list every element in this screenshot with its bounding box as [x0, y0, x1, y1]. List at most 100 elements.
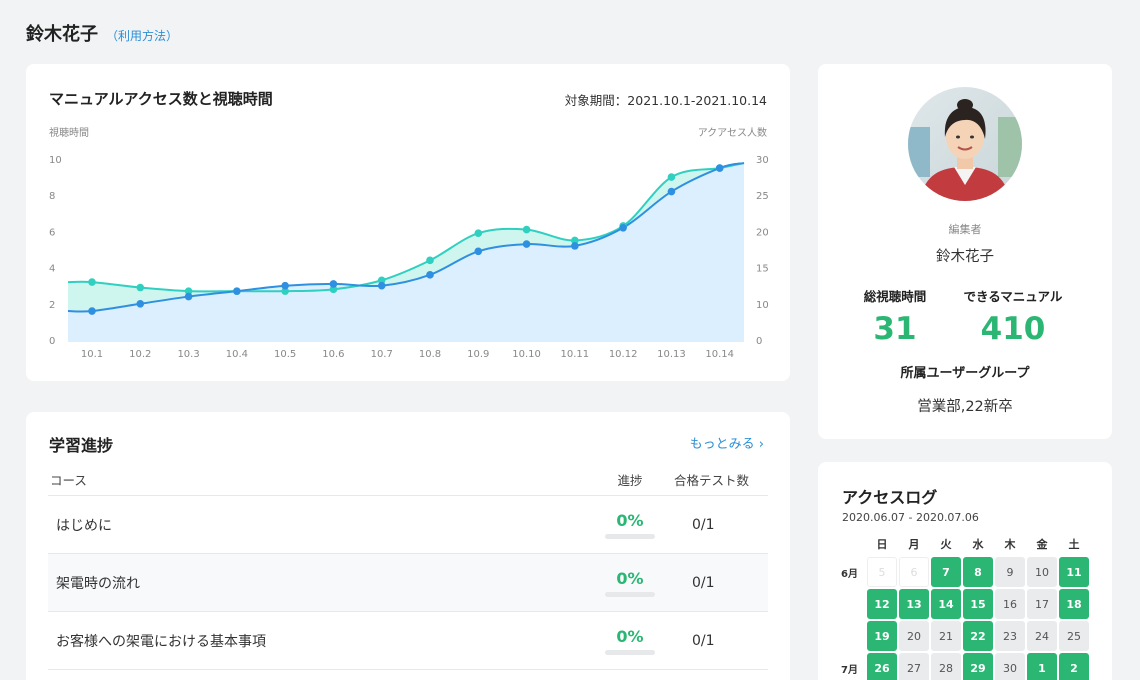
column-header-progress: 進捗 — [617, 473, 643, 488]
page-header: 鈴木花子 （利用方法） — [26, 20, 178, 46]
data-point — [715, 164, 724, 172]
data-point — [281, 281, 289, 290]
calendar-day[interactable]: 2 — [1059, 653, 1089, 680]
calendar-day[interactable]: 28 — [931, 653, 961, 680]
weekday-label: 火 — [940, 538, 952, 551]
data-point — [571, 236, 579, 245]
calendar-day[interactable]: 1 — [1027, 653, 1057, 680]
y-tick-left: 6 — [49, 227, 55, 238]
progress-cell: 0% — [588, 569, 672, 597]
stat-total-watch-time: 総視聴時間 31 — [830, 286, 960, 347]
progress-percent: 0% — [616, 626, 644, 646]
access-log-title: アクセスログ — [842, 488, 938, 507]
progress-percent: 0% — [616, 510, 644, 530]
access-log-range: 2020.06.07 - 2020.07.06 — [842, 511, 979, 524]
data-point — [571, 242, 579, 250]
progress-bar — [605, 649, 655, 655]
column-header-course: コース — [50, 473, 87, 488]
group-value: 営業部,22新卒 — [917, 399, 1013, 415]
data-point — [619, 223, 627, 232]
calendar-day[interactable]: 25 — [1059, 621, 1089, 651]
progress-title: 学習進捗 — [49, 436, 114, 455]
calendar-day[interactable]: 13 — [899, 589, 929, 619]
data-point — [474, 247, 483, 256]
data-point — [136, 300, 145, 308]
calendar-day[interactable]: 19 — [867, 621, 897, 651]
calendar-day[interactable]: 16 — [995, 589, 1025, 619]
progress-card: 学習進捗 もっとみる › コース 進捗 合格テスト数 はじめに 0% 0/1 架… — [26, 412, 790, 680]
group-label: 所属ユーザーグループ — [900, 366, 1030, 381]
calendar-day[interactable]: 12 — [867, 589, 897, 619]
more-link-label: もっとみる — [689, 437, 755, 452]
calendar-day[interactable]: 15 — [963, 589, 993, 619]
chart-period: 対象期間：2021.10.1-2021.10.14 — [564, 93, 767, 108]
stat-value: 31 — [873, 311, 917, 347]
calendar-day[interactable]: 5 — [867, 557, 897, 587]
calendar-day[interactable]: 8 — [963, 557, 993, 587]
more-link[interactable]: もっとみる › — [690, 433, 764, 452]
progress-cell: 0% — [588, 511, 672, 539]
data-point — [426, 271, 434, 279]
weekday-label: 月 — [908, 538, 920, 551]
calendar-day[interactable]: 24 — [1027, 621, 1057, 651]
x-tick-label: 10.12 — [609, 349, 638, 360]
table-row[interactable]: お客様への架電における基本事項 0% 0/1 — [48, 612, 768, 670]
y-tick-right: 15 — [756, 264, 769, 275]
chevron-right-icon: › — [758, 437, 764, 452]
help-link[interactable]: （利用方法） — [106, 29, 179, 43]
table-header: コース 進捗 合格テスト数 — [48, 470, 768, 496]
data-point — [136, 283, 145, 292]
table-row[interactable]: はじめに 0% 0/1 — [48, 496, 768, 554]
calendar-day[interactable]: 10 — [1027, 557, 1057, 587]
progress-table: コース 進捗 合格テスト数 はじめに 0% 0/1 架電時の流れ 0% 0/1 … — [48, 470, 768, 670]
calendar-day[interactable]: 21 — [931, 621, 961, 651]
calendar-day[interactable]: 29 — [963, 653, 993, 680]
data-point — [667, 173, 676, 181]
x-tick-label: 10.6 — [322, 349, 344, 360]
calendar-day[interactable]: 26 — [867, 653, 897, 680]
y-tick-left: 8 — [49, 191, 55, 202]
month-label: 6月 — [841, 568, 858, 580]
series-area — [68, 163, 744, 342]
page-title: 鈴木花子 — [26, 24, 98, 45]
calendar-day[interactable]: 18 — [1059, 589, 1089, 619]
data-point — [184, 287, 193, 295]
data-point — [377, 281, 386, 290]
x-tick-label: 10.2 — [129, 349, 151, 360]
weekday-label: 日 — [876, 538, 888, 551]
weekday-label: 水 — [972, 538, 984, 551]
calendar-week: 12 13 14 15 16 17 18 — [838, 588, 1090, 620]
course-name: はじめに — [56, 517, 112, 534]
data-point — [426, 256, 434, 265]
calendar-day[interactable]: 30 — [995, 653, 1025, 680]
x-tick-label: 10.10 — [512, 349, 541, 360]
calendar-day[interactable]: 14 — [931, 589, 961, 619]
weekday-label: 土 — [1068, 538, 1080, 551]
calendar-day[interactable]: 9 — [995, 557, 1025, 587]
calendar-day[interactable]: 17 — [1027, 589, 1057, 619]
calendar-day[interactable]: 27 — [899, 653, 929, 680]
x-tick-label: 10.5 — [274, 349, 296, 360]
profile-role: 編集者 — [948, 223, 982, 236]
calendar-day[interactable]: 20 — [899, 621, 929, 651]
calendar-day[interactable]: 22 — [963, 621, 993, 651]
data-point — [88, 278, 96, 286]
table-row[interactable]: 架電時の流れ 0% 0/1 — [48, 554, 768, 612]
series-line — [67, 162, 745, 293]
x-tick-label: 10.14 — [705, 349, 734, 360]
access-log-card: アクセスログ 2020.06.07 - 2020.07.06 日 月 火 水 木 金 土 6… — [818, 462, 1112, 680]
calendar-day[interactable]: 23 — [995, 621, 1025, 651]
avatar — [908, 87, 1022, 201]
calendar-day[interactable]: 7 — [931, 557, 961, 587]
progress-cell: 0% — [588, 627, 672, 655]
x-tick-label: 10.1 — [81, 349, 103, 360]
course-name: 架電時の流れ — [56, 575, 140, 592]
calendar-day[interactable]: 11 — [1059, 557, 1089, 587]
stat-manuals: できるマニュアル 410 — [948, 286, 1078, 347]
x-tick-label: 10.9 — [467, 349, 489, 360]
calendar-day[interactable]: 6 — [899, 557, 929, 587]
data-point — [474, 229, 483, 238]
y-axis-right-label: アクアセス人数 — [698, 126, 767, 139]
y-axis-left-label: 視聴時間 — [49, 126, 89, 139]
calendar-week: 19 20 21 22 23 24 25 — [838, 620, 1090, 652]
